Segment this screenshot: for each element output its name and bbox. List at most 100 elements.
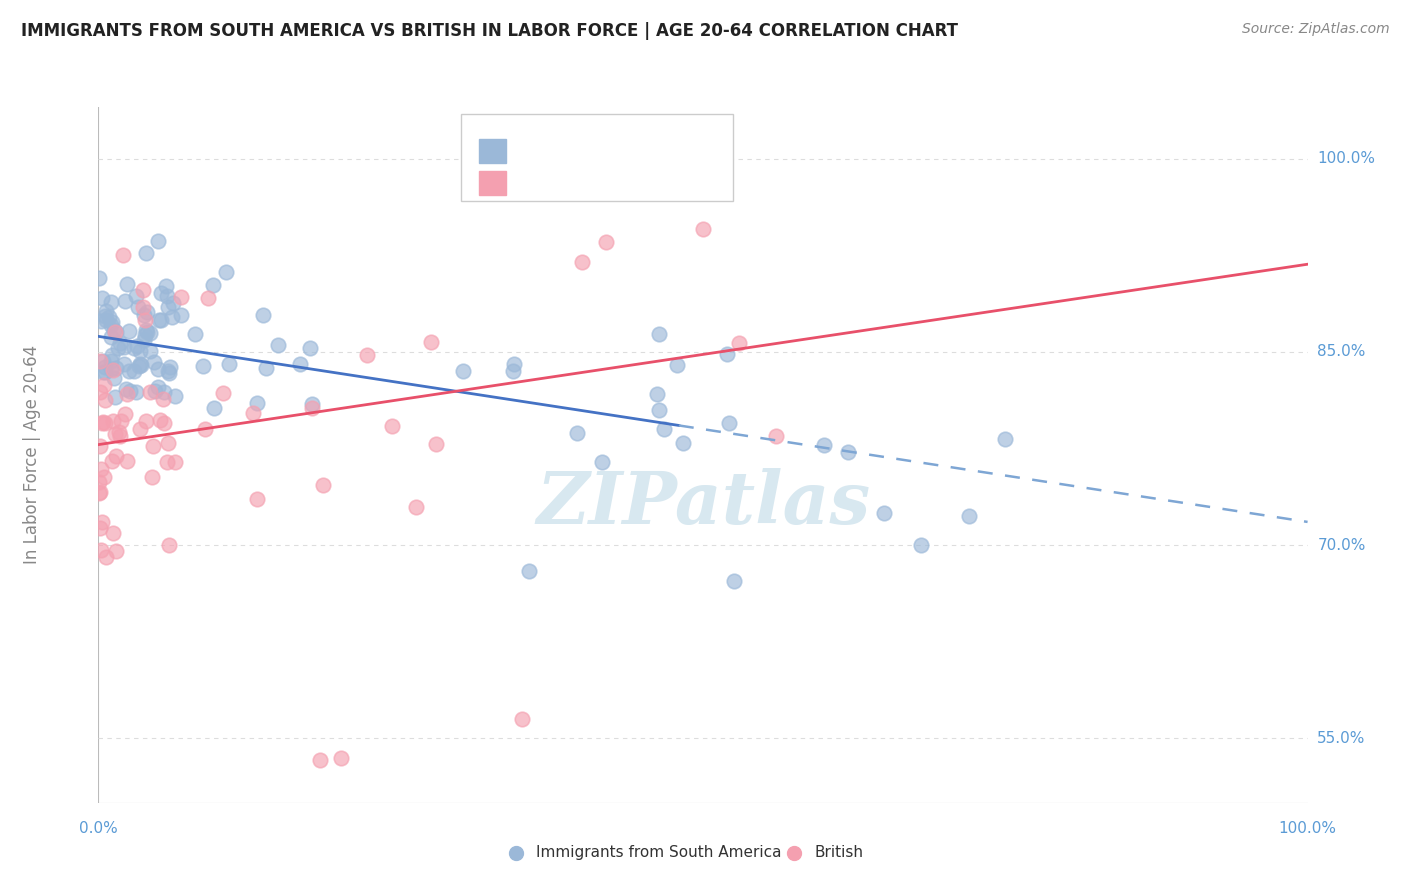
Point	[152, 392, 174, 407]
Point	[91, 365, 114, 379]
Point	[160, 310, 183, 325]
Text: R =  -0.360    N = 105: R = -0.360 N = 105	[520, 140, 720, 159]
Point	[90, 292, 112, 306]
Point	[104, 390, 127, 404]
Point	[134, 327, 156, 342]
Point	[218, 357, 240, 371]
Text: IMMIGRANTS FROM SOUTH AMERICA VS BRITISH IN LABOR FORCE | AGE 20-64 CORRELATION : IMMIGRANTS FROM SOUTH AMERICA VS BRITISH…	[21, 22, 957, 40]
Point	[197, 291, 219, 305]
Point	[131, 283, 153, 297]
Point	[139, 385, 162, 400]
Text: 70.0%: 70.0%	[1317, 538, 1365, 553]
Point	[135, 414, 157, 428]
Point	[146, 234, 169, 248]
Point	[301, 397, 323, 411]
Point	[672, 435, 695, 450]
Point	[155, 278, 177, 293]
Point	[142, 439, 165, 453]
Point	[648, 327, 671, 342]
Point	[201, 277, 224, 292]
Point	[139, 343, 162, 358]
Point	[94, 392, 117, 407]
Point	[252, 308, 274, 322]
Point	[163, 455, 186, 469]
Point	[100, 294, 122, 309]
Point	[652, 422, 675, 436]
Point	[298, 342, 321, 356]
FancyBboxPatch shape	[479, 171, 506, 195]
Point	[329, 750, 352, 764]
Point	[90, 462, 112, 476]
Point	[425, 437, 447, 451]
Point	[290, 357, 312, 371]
Text: British: British	[814, 846, 863, 861]
Point	[170, 290, 193, 304]
Point	[89, 521, 111, 535]
Point	[115, 454, 138, 468]
Point	[267, 338, 290, 352]
Point	[90, 543, 112, 558]
Point	[301, 401, 323, 416]
Point	[212, 385, 235, 400]
Point	[120, 384, 142, 399]
Point	[129, 358, 152, 372]
Point	[122, 364, 145, 378]
Point	[128, 343, 150, 358]
Point	[89, 353, 111, 368]
Point	[94, 309, 117, 323]
Point	[191, 359, 214, 374]
Point	[105, 325, 128, 339]
Point	[89, 485, 111, 500]
Point	[125, 289, 148, 303]
Point	[101, 414, 124, 428]
Text: 100.0%: 100.0%	[1317, 151, 1375, 166]
Point	[143, 384, 166, 399]
Point	[90, 416, 112, 430]
Point	[104, 325, 127, 339]
Point	[156, 289, 179, 303]
Point	[142, 354, 165, 368]
Point	[148, 362, 170, 376]
Point	[648, 403, 671, 417]
Point	[104, 427, 127, 442]
Point	[127, 300, 149, 314]
Point	[692, 222, 714, 236]
Point	[717, 417, 740, 431]
Point	[104, 360, 127, 375]
Point	[246, 492, 269, 507]
Point	[135, 325, 157, 339]
Point	[502, 357, 524, 371]
Point	[94, 360, 117, 375]
Point	[115, 382, 138, 396]
Point	[93, 470, 115, 484]
Point	[89, 385, 111, 400]
Point	[100, 330, 122, 344]
Point	[89, 271, 111, 285]
Point	[312, 478, 335, 492]
Point	[103, 370, 125, 384]
Point	[104, 449, 127, 463]
Point	[91, 353, 114, 368]
Point	[112, 357, 135, 371]
Point	[510, 712, 533, 726]
Point	[873, 506, 896, 520]
Point	[125, 384, 148, 399]
Point	[728, 336, 751, 351]
Point	[146, 380, 169, 394]
Point	[148, 313, 170, 327]
Point	[957, 508, 980, 523]
Point	[101, 526, 124, 541]
Point	[108, 335, 131, 350]
Point	[100, 361, 122, 376]
Point	[157, 364, 180, 378]
Point	[111, 248, 134, 262]
Point	[135, 323, 157, 337]
Point	[157, 538, 180, 552]
Point	[93, 378, 115, 392]
Point	[135, 304, 157, 318]
Text: 100.0%: 100.0%	[1278, 821, 1337, 836]
Point	[94, 304, 117, 318]
Point	[112, 340, 135, 354]
Point	[87, 475, 110, 489]
Point	[813, 437, 835, 451]
